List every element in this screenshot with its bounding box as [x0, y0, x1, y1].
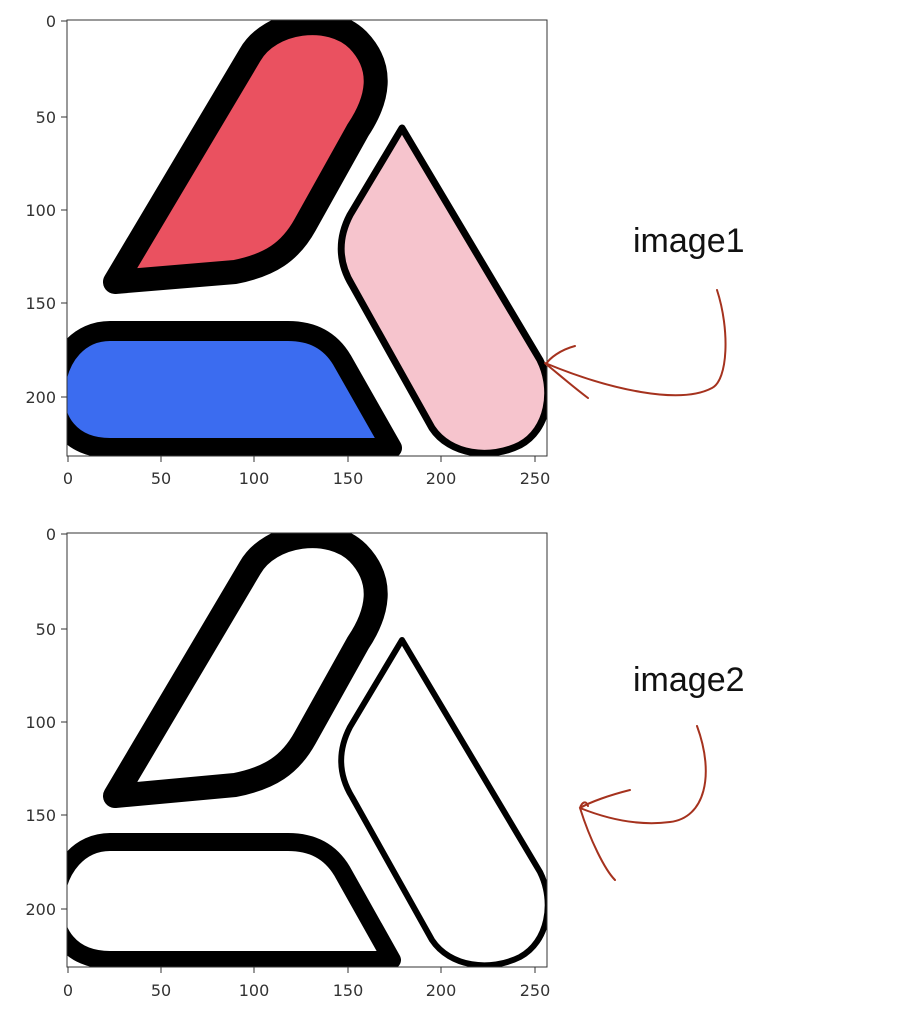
- image2-x-tick: 0: [63, 981, 73, 1000]
- pink-capsule-outline: [338, 637, 547, 967]
- panel-image2: 0 50 100 150 200 250 0 50 100 150 200 im…: [25, 525, 744, 1000]
- image2-y-tick: 50: [36, 620, 56, 639]
- image2-x-axis: [67, 967, 536, 973]
- image2-y-tick: 100: [25, 713, 56, 732]
- image2-y-tick: 150: [25, 806, 56, 825]
- image1-y-axis: [61, 20, 67, 398]
- image1-y-tick: 50: [36, 108, 56, 127]
- red-capsule-outline: [103, 533, 388, 808]
- image2-x-tick: 100: [239, 981, 270, 1000]
- image1-axes-frame: [66, 19, 548, 457]
- image2-y-tick: 200: [25, 900, 56, 919]
- image1-y-tick: 200: [25, 388, 56, 407]
- image2-x-tick: 200: [426, 981, 457, 1000]
- red-capsule: [103, 20, 388, 294]
- pink-capsule: [337, 124, 547, 456]
- image1-y-tick: 100: [25, 201, 56, 220]
- image1-x-tick: 150: [333, 469, 364, 488]
- image2-x-tick: 150: [333, 981, 364, 1000]
- panel-image1: 0 50 100 150 200 250 0 50 100 150 200 im…: [25, 12, 744, 488]
- annotation-image2: image2: [633, 661, 745, 699]
- image1-plot-area: [67, 20, 547, 456]
- annotation-image1: image1: [633, 222, 745, 260]
- blue-capsule-outline: [67, 833, 401, 967]
- image2-y-axis: [61, 533, 67, 910]
- image1-y-tick: 0: [46, 12, 56, 31]
- image2-axes-frame: [66, 532, 548, 968]
- image1-x-tick: 0: [63, 469, 73, 488]
- image2-x-tick: 250: [520, 981, 551, 1000]
- image1-y-tick: 150: [25, 294, 56, 313]
- image1-x-tick: 250: [520, 469, 551, 488]
- annotation-arrow-2: [578, 725, 707, 881]
- image1-x-tick: 50: [151, 469, 171, 488]
- image2-y-tick: 0: [46, 525, 56, 544]
- image2-plot-area: [67, 533, 547, 967]
- image1-x-tick: 200: [426, 469, 457, 488]
- blue-capsule: [67, 321, 402, 456]
- image1-x-tick: 100: [239, 469, 270, 488]
- annotation-arrow-1: [544, 289, 727, 399]
- image1-x-axis: [67, 456, 536, 462]
- image2-x-tick: 50: [151, 981, 171, 1000]
